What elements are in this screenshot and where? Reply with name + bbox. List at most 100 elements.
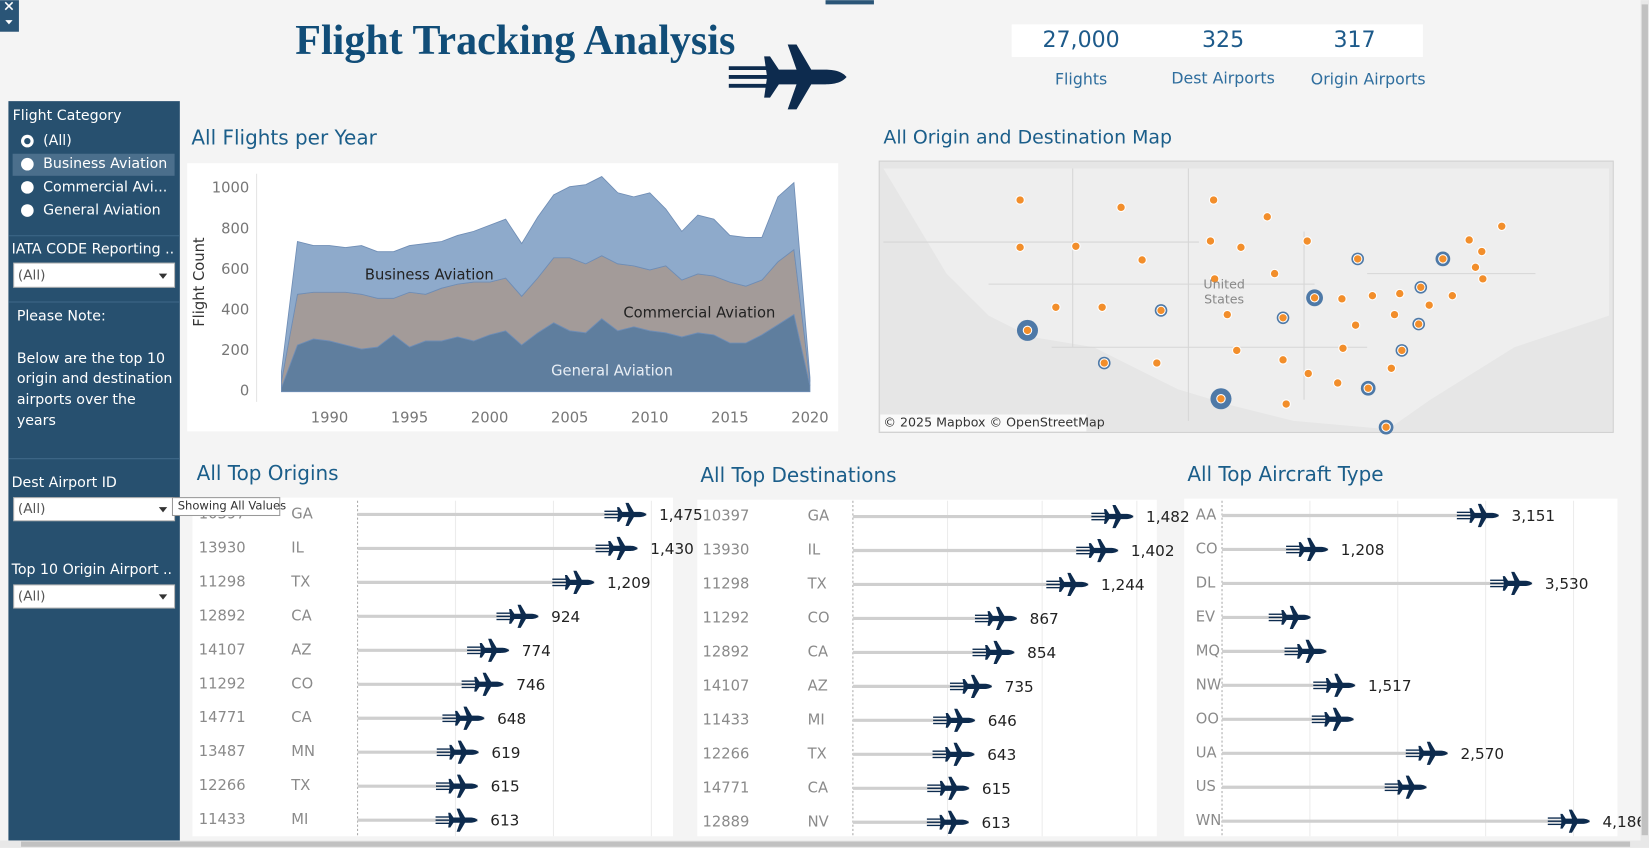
kpi-value: 27,000 [1042, 28, 1119, 53]
row-label: 10397 [703, 508, 750, 525]
row-label: EV [1196, 608, 1215, 625]
plane-body [1281, 605, 1311, 629]
airport-dot [1367, 290, 1378, 301]
y-tick-label: 0 [240, 383, 249, 400]
row-label: 12889 [703, 813, 750, 830]
value-label: 643 [987, 746, 1016, 764]
plane-marker [1046, 572, 1089, 597]
dashboard-title: Flight Tracking Analysis [295, 18, 735, 64]
plane-body [1502, 571, 1533, 595]
plane-marker [972, 640, 1015, 664]
airport-dot [1363, 383, 1373, 393]
airport-dot [1332, 378, 1343, 388]
series-label: Commercial Aviation [623, 305, 775, 322]
dropdown[interactable] [13, 262, 176, 288]
value-label: 1,402 [1131, 542, 1175, 560]
radio-button[interactable] [21, 204, 34, 217]
row-state: TX [807, 745, 827, 762]
airport-dot [1236, 242, 1246, 253]
map-attribution[interactable]: © 2025 Mapbox © OpenStreetMap [883, 414, 1104, 429]
airport-dot [1205, 236, 1216, 246]
toolbar[interactable] [0, 0, 19, 32]
y-axis-label: Flight Count [191, 237, 208, 327]
kpi-value: 325 [1202, 28, 1244, 53]
top-tab[interactable] [825, 0, 874, 5]
radio-label[interactable]: Commercial Avi... [43, 179, 167, 195]
airport-dot [1071, 241, 1081, 252]
row-label: CO [1196, 540, 1218, 557]
kpi-label: Dest Airports [1171, 69, 1274, 88]
row-label: 12892 [199, 607, 246, 624]
plane-marker [932, 742, 975, 766]
row-label: US [1196, 778, 1216, 795]
plane-body [455, 706, 485, 730]
airport-dot [1278, 355, 1288, 365]
airport-dot [1269, 268, 1280, 279]
plane-marker [461, 672, 504, 696]
row-state: CO [291, 675, 313, 692]
note-text: Below are the top 10 [17, 351, 165, 367]
y-tick-label: 400 [221, 302, 249, 319]
dropdown-arrow[interactable] [158, 507, 168, 513]
plane-marker [1076, 538, 1119, 563]
plane-marker [1547, 809, 1590, 833]
dropdown[interactable] [13, 584, 176, 609]
x-tick-label: 2015 [711, 410, 748, 427]
row-state: MI [808, 711, 825, 728]
scroll-thumb[interactable] [1641, 4, 1648, 836]
row-state: MI [291, 811, 308, 828]
row-label: 11433 [703, 711, 750, 728]
radio-button[interactable] [21, 181, 34, 194]
plane-body [945, 708, 976, 732]
airport-dot [1386, 363, 1397, 373]
chart-panel [1184, 498, 1618, 837]
close-icon[interactable] [4, 1, 14, 11]
row-label: 13487 [199, 743, 246, 760]
plane-marker [1268, 605, 1311, 629]
dropdown-value[interactable]: (All) [18, 501, 46, 517]
plane-body [1397, 775, 1427, 799]
value-label: 613 [982, 814, 1011, 832]
plane-body [1088, 538, 1119, 563]
radio-label[interactable]: Business Aviation [43, 156, 167, 172]
value-label: 613 [490, 812, 519, 830]
airport-dot [1389, 309, 1400, 320]
note-text: years [17, 413, 56, 429]
airport-dot [1216, 394, 1226, 404]
menu-icon[interactable] [5, 20, 13, 25]
radio-button[interactable] [21, 157, 34, 171]
plane-marker [728, 44, 847, 110]
radio-label[interactable]: (All) [43, 133, 72, 149]
tooltip: Showing All Values [171, 497, 286, 517]
note-text: origin and destination [17, 371, 173, 387]
plane-body [509, 604, 539, 628]
filter-label: Top 10 Origin Airport .. [11, 562, 173, 578]
kpi-value: 317 [1333, 28, 1375, 53]
plane-body [985, 640, 1015, 664]
plane-body [479, 638, 510, 662]
plane-body [608, 536, 638, 560]
y-tick-label: 1000 [212, 180, 249, 197]
plane-marker [442, 706, 485, 730]
chart-title: All Flights per Year [191, 126, 377, 150]
row-label: 14771 [199, 709, 246, 726]
scroll-thumb[interactable] [21, 841, 1631, 847]
row-label: 12266 [703, 745, 750, 762]
plane-marker [467, 638, 510, 662]
chart-title: All Top Origins [197, 461, 339, 485]
dropdown-arrow[interactable] [158, 273, 168, 279]
airport-dot [1413, 319, 1424, 329]
kpi-label: Flights [1055, 70, 1107, 89]
dropdown-arrow[interactable] [158, 594, 168, 600]
plane-marker [1405, 741, 1448, 765]
row-state: AZ [808, 677, 828, 694]
plane-marker [1311, 707, 1354, 731]
note-title: Please Note: [17, 309, 106, 325]
x-tick-label: 2010 [631, 410, 668, 427]
radio-label[interactable]: General Aviation [43, 203, 161, 219]
row-state: CA [291, 607, 311, 624]
dropdown-value[interactable]: (All) [18, 588, 46, 604]
value-label: 1,208 [1341, 541, 1385, 559]
dropdown-value[interactable]: (All) [18, 268, 46, 284]
row-label: WN [1196, 812, 1222, 829]
